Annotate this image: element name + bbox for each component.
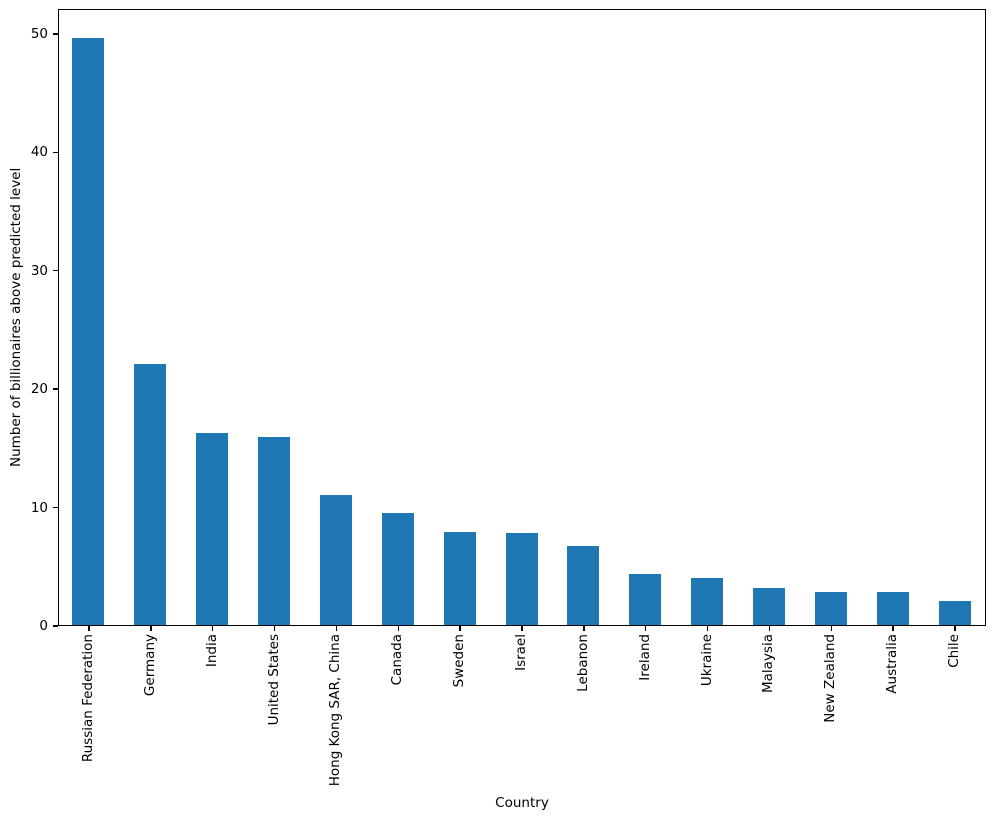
y-tick-label-0: 0 (39, 618, 48, 634)
bar-ukraine (691, 577, 724, 625)
y-tick-mark-40 (53, 151, 58, 154)
y-tick-label-40: 40 (30, 144, 48, 161)
y-tick-mark-30 (53, 269, 58, 272)
x-tick-label-chile: Chile (946, 634, 963, 668)
y-tick-mark-0 (53, 625, 58, 627)
x-tick-mark-ireland (644, 626, 647, 631)
x-tick-mark-australia (892, 626, 894, 631)
x-tick-label-russian-federation: Russian Federation (79, 634, 96, 763)
bar-canada (381, 512, 414, 625)
x-tick-label-germany: Germany (141, 634, 158, 697)
y-tick-label-20: 20 (30, 381, 48, 398)
bar-sweden (443, 532, 476, 625)
y-tick-label-50: 50 (30, 25, 48, 42)
x-tick-label-ireland: Ireland (636, 634, 653, 681)
y-tick-mark-50 (53, 33, 58, 35)
bar-malaysia (752, 587, 785, 625)
plot-area (58, 9, 986, 626)
y-tick-mark-20 (53, 388, 58, 390)
bar-india (196, 433, 229, 625)
x-tick-mark-germany (150, 626, 152, 631)
y-tick-label-30: 30 (30, 262, 48, 279)
x-tick-mark-hong-kong-sar-china (335, 626, 338, 631)
x-tick-mark-new-zealand (830, 626, 833, 631)
bar-russian-federation (72, 37, 105, 625)
bar-new-zealand (814, 592, 847, 625)
bar-australia (876, 592, 909, 625)
x-tick-label-india: India (203, 634, 220, 668)
x-tick-mark-malaysia (768, 626, 771, 631)
x-tick-mark-israel (521, 626, 523, 631)
x-tick-label-hong-kong-sar-china: Hong Kong SAR, China (327, 634, 344, 787)
x-tick-mark-chile (954, 626, 956, 631)
x-tick-label-sweden: Sweden (451, 634, 468, 688)
bar-germany (134, 364, 167, 625)
x-tick-mark-sweden (459, 626, 461, 631)
x-tick-label-australia: Australia (884, 634, 901, 694)
x-tick-label-united-states: United States (265, 634, 282, 726)
bar-israel (505, 533, 538, 625)
x-tick-mark-united-states (273, 626, 276, 631)
x-tick-label-ukraine: Ukraine (698, 634, 715, 687)
x-tick-label-malaysia: Malaysia (760, 634, 777, 693)
bar-ireland (629, 574, 662, 625)
bar-hong-kong-sar-china (319, 494, 352, 625)
x-tick-label-new-zealand: New Zealand (822, 634, 839, 723)
bar-chile (938, 601, 971, 625)
x-tick-label-canada: Canada (389, 634, 406, 686)
bar-lebanon (567, 546, 600, 625)
y-tick-mark-10 (53, 506, 58, 509)
x-tick-mark-lebanon (583, 626, 585, 631)
y-axis-title: Number of billionaires above predicted l… (8, 167, 24, 468)
x-axis-title: Country (495, 795, 549, 811)
x-tick-mark-india (211, 626, 214, 631)
bar-united-states (258, 436, 291, 625)
x-tick-mark-russian-federation (88, 626, 90, 631)
x-tick-label-lebanon: Lebanon (574, 634, 591, 692)
y-tick-label-10: 10 (30, 499, 48, 516)
x-tick-mark-ukraine (706, 626, 709, 631)
x-tick-mark-canada (397, 626, 400, 631)
x-tick-label-israel: Israel (513, 634, 529, 671)
